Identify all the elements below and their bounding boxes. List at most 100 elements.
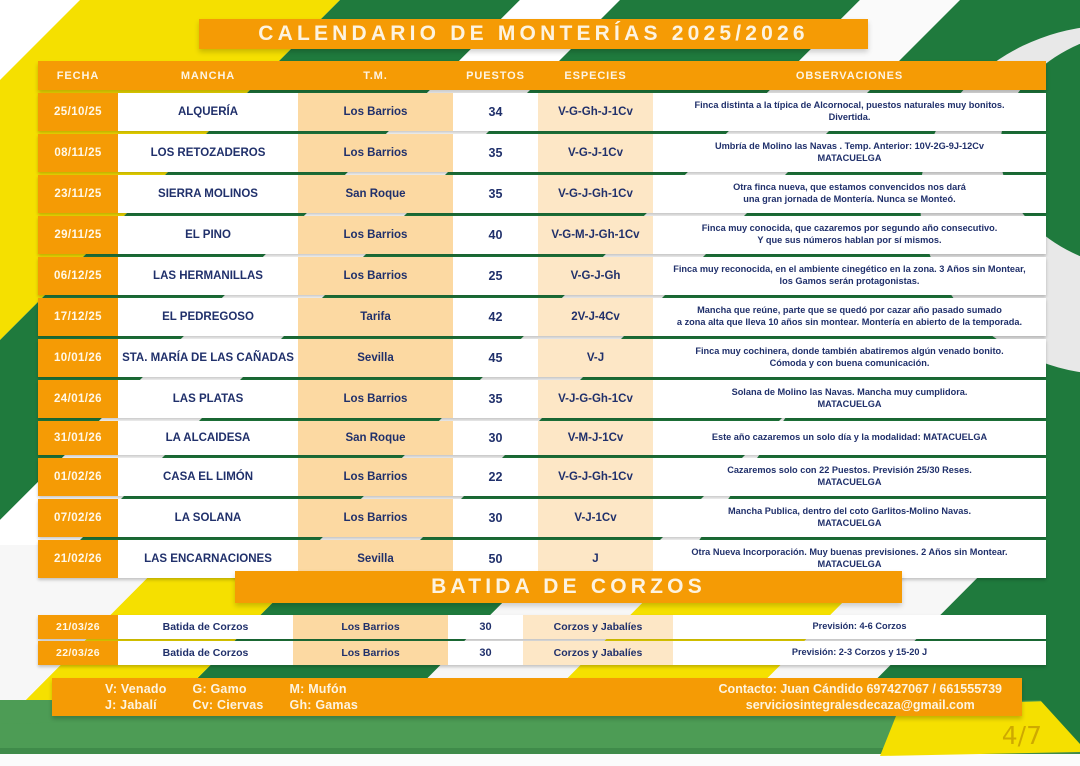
legend-m: M: Mufón <box>289 681 347 696</box>
cell-especies: V-G-J-Gh <box>538 257 653 295</box>
cell-tm: Los Barrios <box>298 380 453 418</box>
table-row[interactable]: 07/02/26 LA SOLANA Los Barrios 30 V-J-1Cv Man… <box>38 499 1046 537</box>
column-header-puestos: PUESTOS <box>466 69 525 82</box>
contact-phone-line: Contacto: Juan Cándido 697427067 / 66155… <box>718 681 1002 696</box>
table-row[interactable]: 23/11/25 SIERRA MOLINOS San Roque 35 V-G-J-G… <box>38 175 1046 213</box>
column-header-especies: ESPECIES <box>564 69 627 82</box>
cell-tm: Sevilla <box>298 339 453 377</box>
cell-observaciones: Otra finca nueva, que estamos convencido… <box>653 175 1046 213</box>
cell-tm: Los Barrios <box>298 93 453 131</box>
cell-fecha: 06/12/25 <box>38 257 118 295</box>
cell-fecha: 17/12/25 <box>38 298 118 336</box>
legend-g: G: Gamo <box>192 681 247 696</box>
cell-tm: Los Barrios <box>298 499 453 537</box>
table-row[interactable]: 22/03/26 Batida de Corzos Los Barrios 30 Cor… <box>38 641 1046 665</box>
cell-mancha: EL PINO <box>118 216 298 254</box>
cell-especies: V-G-Gh-J-1Cv <box>538 93 653 131</box>
cell-puestos: 25 <box>453 257 538 295</box>
cell-fecha: 07/02/26 <box>38 499 118 537</box>
cell-mancha: LA ALCAIDESA <box>118 421 298 455</box>
footer-bar: V: Venado G: Gamo M: Mufón J: Jabalí Cv:… <box>52 678 1022 716</box>
species-legend: V: Venado G: Gamo M: Mufón J: Jabalí Cv:… <box>105 681 358 714</box>
cell-especies: 2V-J-4Cv <box>538 298 653 336</box>
cell-mancha: SIERRA MOLINOS <box>118 175 298 213</box>
cell-tm: Los Barrios <box>293 641 448 665</box>
cell-especies: V-J <box>538 339 653 377</box>
cell-tm: Tarifa <box>298 298 453 336</box>
cell-puestos: 34 <box>453 93 538 131</box>
table-row[interactable]: 01/02/26 CASA EL LIMÓN Los Barrios 22 V-G-J-… <box>38 458 1046 496</box>
table-row[interactable]: 24/01/26 LAS PLATAS Los Barrios 35 V-J-G-Gh-… <box>38 380 1046 418</box>
cell-observaciones: Este año cazaremos un solo día y la moda… <box>653 421 1046 455</box>
cell-especies: V-J-1Cv <box>538 499 653 537</box>
cell-mancha: CASA EL LIMÓN <box>118 458 298 496</box>
table-row[interactable]: 06/12/25 LAS HERMANILLAS Los Barrios 25 V-G-… <box>38 257 1046 295</box>
legend-v: V: Venado <box>105 681 167 696</box>
cell-especies: Corzos y Jabalíes <box>523 615 673 639</box>
cell-especies: V-J-G-Gh-1Cv <box>538 380 653 418</box>
table-body: 25/10/25 ALQUERÍA Los Barrios 34 V-G-Gh-J-1C… <box>38 93 1046 578</box>
cell-observaciones: Mancha que reúne, parte que se quedó por… <box>653 298 1046 336</box>
table-row[interactable]: 21/03/26 Batida de Corzos Los Barrios 30 Cor… <box>38 615 1046 639</box>
cell-mancha: LAS PLATAS <box>118 380 298 418</box>
cell-especies: V-G-M-J-Gh-1Cv <box>538 216 653 254</box>
contact-email-line[interactable]: serviciosintegralesdecaza@gmail.com <box>745 698 975 712</box>
table-row[interactable]: 10/01/26 STA. MARÍA DE LAS CAÑADAS Sevilla… <box>38 339 1046 377</box>
cell-mancha: ALQUERÍA <box>118 93 298 131</box>
cell-fecha: 21/03/26 <box>38 615 118 639</box>
cell-mancha: LOS RETOZADEROS <box>118 134 298 172</box>
cell-mancha: Batida de Corzos <box>118 615 293 639</box>
table-row[interactable]: 25/10/25 ALQUERÍA Los Barrios 34 V-G-Gh-J-1C… <box>38 93 1046 131</box>
cell-mancha: LA SOLANA <box>118 499 298 537</box>
column-header-observaciones: OBSERVACIONES <box>795 69 904 82</box>
cell-fecha: 08/11/25 <box>38 134 118 172</box>
cell-especies: V-G-J-Gh-1Cv <box>538 458 653 496</box>
cell-observaciones: Finca distinta a la típica de Alcornocal… <box>653 93 1046 131</box>
cell-observaciones: Solana de Molino las Navas. Mancha muy c… <box>653 380 1046 418</box>
cell-mancha: LAS HERMANILLAS <box>118 257 298 295</box>
table-row[interactable]: 17/12/25 EL PEDREGOSO Tarifa 42 2V-J-4Cv Manc… <box>38 298 1046 336</box>
legend-cv: Cv: Ciervas <box>192 698 264 712</box>
cell-fecha: 25/10/25 <box>38 93 118 131</box>
cell-fecha: 29/11/25 <box>38 216 118 254</box>
corzos-table-body: 21/03/26 Batida de Corzos Los Barrios 30 Cor… <box>38 615 1046 665</box>
cell-fecha: 23/11/25 <box>38 175 118 213</box>
cell-observaciones: Mancha Publica, dentro del coto Garlitos… <box>653 499 1046 537</box>
page-title: CALENDARIO DE MONTERÍAS 2025/2026 <box>199 19 868 49</box>
monterias-table: FECHA MANCHA T.M. PUESTOS ESPECIES OBSER… <box>38 61 1046 578</box>
cell-puestos: 30 <box>448 615 523 639</box>
cell-fecha: 22/03/26 <box>38 641 118 665</box>
cell-fecha: 21/02/26 <box>38 540 118 578</box>
table-row[interactable]: 29/11/25 EL PINO Los Barrios 40 V-G-M-J-Gh-1… <box>38 216 1046 254</box>
cell-especies: V-M-J-1Cv <box>538 421 653 455</box>
cell-especies: Corzos y Jabalíes <box>523 641 673 665</box>
cell-mancha: Batida de Corzos <box>118 641 293 665</box>
cell-tm: San Roque <box>298 175 453 213</box>
cell-tm: Los Barrios <box>298 134 453 172</box>
corzos-section-title: BATIDA DE CORZOS <box>235 571 902 603</box>
contact-info: Contacto: Juan Cándido 697427067 / 66155… <box>719 681 1002 714</box>
column-header-tm: T.M. <box>363 69 388 82</box>
cell-mancha: STA. MARÍA DE LAS CAÑADAS <box>118 339 298 377</box>
cell-puestos: 35 <box>453 134 538 172</box>
legend-gh: Gh: Gamas <box>289 698 359 712</box>
table-row[interactable]: 08/11/25 LOS RETOZADEROS Los Barrios 35 V-G-… <box>38 134 1046 172</box>
cell-fecha: 01/02/26 <box>38 458 118 496</box>
column-header-mancha: MANCHA <box>180 69 236 82</box>
cell-especies: V-G-J-1Cv <box>538 134 653 172</box>
cell-fecha: 31/01/26 <box>38 421 118 455</box>
table-row[interactable]: 31/01/26 LA ALCAIDESA San Roque 30 V-M-J-1Cv… <box>38 421 1046 455</box>
cell-observaciones: Finca muy reconocida, en el ambiente cin… <box>653 257 1046 295</box>
column-header-fecha: FECHA <box>56 69 100 82</box>
cell-tm: Los Barrios <box>298 216 453 254</box>
cell-especies: V-G-J-Gh-1Cv <box>538 175 653 213</box>
cell-puestos: 30 <box>453 499 538 537</box>
table-header-row: FECHA MANCHA T.M. PUESTOS ESPECIES OBSER… <box>38 61 1046 90</box>
cell-observaciones: Cazaremos solo con 22 Puestos. Previsión… <box>653 458 1046 496</box>
cell-observaciones: Umbría de Molino las Navas . Temp. Anter… <box>653 134 1046 172</box>
cell-mancha: EL PEDREGOSO <box>118 298 298 336</box>
cell-puestos: 35 <box>453 380 538 418</box>
cell-observaciones: Finca muy cochinera, donde también abati… <box>653 339 1046 377</box>
cell-puestos: 40 <box>453 216 538 254</box>
corzos-table: 21/03/26 Batida de Corzos Los Barrios 30 Cor… <box>38 613 1046 665</box>
